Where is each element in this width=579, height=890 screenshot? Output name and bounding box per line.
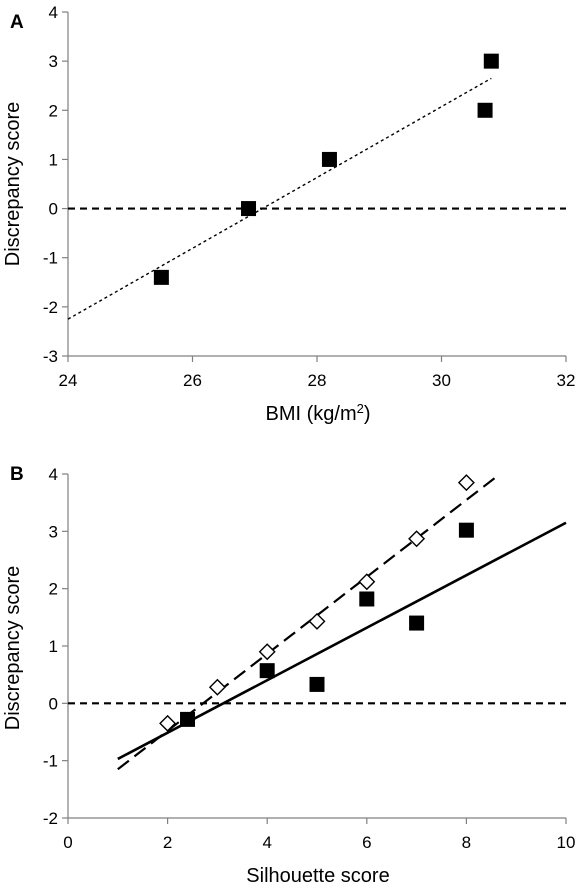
panel-a-y-tick-label: 2 — [49, 101, 58, 120]
panel-a-y-tick-label: 1 — [49, 150, 58, 169]
panel-a-x-tick-label: 32 — [557, 371, 576, 390]
panel-b-diamond-marker — [457, 474, 475, 492]
panel-a-x-tick-label: 30 — [432, 371, 451, 390]
panel-b-square-marker — [409, 615, 425, 631]
panel-b-x-tick-label: 8 — [462, 833, 471, 852]
panel-b-y-tick-label: 0 — [49, 694, 58, 713]
panel-b-diamond-marker — [358, 573, 376, 591]
panel-a-square-marker — [241, 201, 257, 217]
panel-a-x-tick-label: 24 — [59, 371, 78, 390]
panel-b-square-marker — [309, 676, 325, 692]
panel-b-diamond-marker — [408, 530, 426, 548]
panel-b-diamond-marker — [258, 643, 276, 661]
panel-a-y-tick-label: -2 — [43, 298, 58, 317]
panel-a-square-marker — [477, 102, 493, 118]
panel-a-square-marker — [153, 269, 169, 285]
panel-a-dotted-line — [67, 77, 492, 320]
panel-b-diamond-marker — [208, 678, 226, 696]
panel-b-square-marker — [458, 522, 474, 538]
panel-b-y-tick-label: 4 — [49, 465, 58, 484]
panel-b-y-tick-label: -2 — [43, 809, 58, 828]
panel-b-y-tick-label: 2 — [49, 580, 58, 599]
panel-a-plot-area: -3 -2 -1 0 1 2 3 4 24 26 28 30 32 — [43, 3, 576, 390]
panel-b-diamond-marker — [159, 714, 177, 732]
panel-b-long-dashed-line — [117, 475, 497, 771]
panel-a-x-tick-label: 26 — [183, 371, 202, 390]
panel-b-y-tick-label: 1 — [49, 637, 58, 656]
panel-b-x-tick-label: 4 — [262, 833, 271, 852]
panel-a: A -3 -2 -1 0 1 2 3 4 24 26 28 30 32 BMI (kg/m2) Disc… — [2, 3, 575, 425]
panel-b-x-axis-title: Silhouette score — [246, 865, 389, 887]
panel-a-y-tick-label: 3 — [49, 52, 58, 71]
panel-b-y-tick-label: -1 — [43, 752, 58, 771]
panel-a-square-marker — [321, 151, 337, 167]
panel-b-square-marker — [259, 663, 275, 679]
panel-b-y-axis-title: Discrepancy score — [2, 566, 24, 731]
panel-a-y-tick-label: 0 — [49, 200, 58, 219]
panel-b-y-tick-label: 3 — [49, 522, 58, 541]
panel-a-y-axis-title: Discrepancy score — [2, 102, 24, 267]
panel-b: B -2 -1 0 1 2 3 4 0 2 4 6 8 10 Silhouette score Disc… — [2, 464, 575, 887]
panel-a-label: A — [10, 12, 24, 33]
panel-a-x-tick-label: 28 — [308, 371, 327, 390]
panel-b-plot-area: -2 -1 0 1 2 3 4 0 2 4 6 8 10 — [43, 465, 576, 852]
panel-b-square-marker — [180, 711, 196, 727]
panel-b-square-marker — [359, 591, 375, 607]
panel-b-x-tick-label: 10 — [557, 833, 576, 852]
panel-b-x-tick-label: 6 — [362, 833, 371, 852]
panel-a-y-tick-label: 4 — [49, 3, 58, 22]
panel-b-diamond-marker — [308, 612, 326, 630]
panel-a-square-marker — [483, 53, 499, 69]
panel-b-x-tick-label: 0 — [63, 833, 72, 852]
panel-a-y-tick-label: -1 — [43, 249, 58, 268]
panel-a-x-axis-title: BMI (kg/m2) — [265, 401, 370, 425]
panel-b-x-tick-label: 2 — [163, 833, 172, 852]
panel-b-label: B — [10, 464, 24, 485]
panel-a-y-tick-label: -3 — [43, 347, 58, 366]
